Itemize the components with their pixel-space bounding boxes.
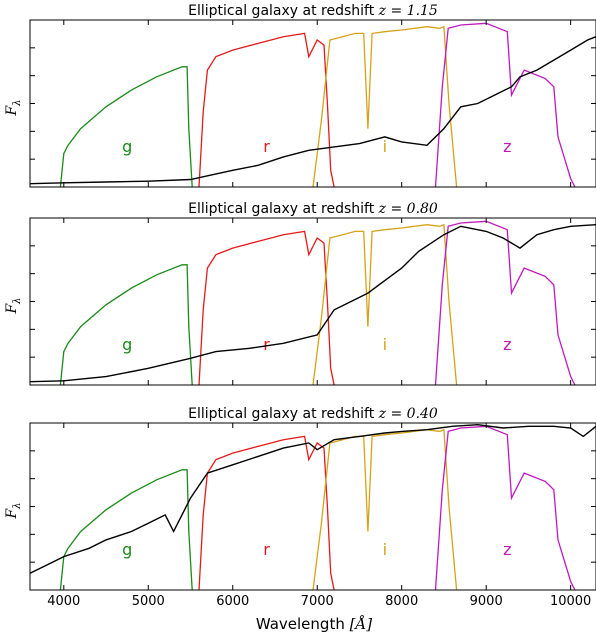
y-axis-label-main: F: [4, 508, 20, 520]
panel-title-redshift: z = 0.40: [378, 406, 438, 422]
panel-title-redshift: z = 0.80: [378, 201, 438, 217]
panel-1: Elliptical galaxy at redshift z = 1.15 Fλ…: [4, 3, 596, 188]
panel-title: Elliptical galaxy at redshift z = 1.15: [188, 3, 438, 19]
filter-label-i: i: [383, 137, 387, 156]
x-axis-label-text: Wavelength: [256, 615, 350, 633]
panel-2: Elliptical galaxy at redshift z = 0.80 Fλ…: [4, 201, 596, 386]
plot-frame: [29, 19, 596, 188]
filter-label-z: z: [503, 335, 511, 354]
filter-label-g: g: [122, 540, 132, 559]
filter-curve-i: [312, 428, 458, 591]
filter-label-i: i: [383, 335, 387, 354]
panel-3: Elliptical galaxy at redshift z = 0.40 Fλ…: [4, 406, 596, 609]
x-axis-label: Wavelength [Å]: [256, 615, 372, 633]
galaxy-spectrum: [29, 224, 596, 383]
panel-title-text: Elliptical galaxy at redshift: [188, 201, 379, 217]
y-axis-label: Fλ: [4, 502, 23, 519]
filter-curve-z: [434, 220, 576, 386]
plot-frame: [29, 422, 596, 591]
x-tick-label: 10000: [550, 594, 591, 609]
x-tick-label: 8000: [385, 594, 418, 609]
y-axis-label: Fλ: [4, 99, 23, 116]
y-axis-label-sub: λ: [12, 297, 23, 304]
filter-label-g: g: [122, 137, 132, 156]
filter-curve-z: [434, 425, 576, 591]
filter-label-z: z: [503, 540, 511, 559]
filter-curve-i: [312, 223, 458, 386]
y-axis-label-main: F: [4, 105, 20, 117]
x-tick-label: 6000: [216, 594, 249, 609]
panel-title: Elliptical galaxy at redshift z = 0.40: [188, 406, 438, 422]
filter-curve-r: [198, 435, 335, 591]
galaxy-spectrum: [29, 423, 596, 574]
filter-label-r: r: [263, 540, 270, 559]
panels: Elliptical galaxy at redshift z = 1.15 Fλ…: [4, 3, 596, 609]
filter-label-g: g: [122, 335, 132, 354]
panel-title: Elliptical galaxy at redshift z = 0.80: [188, 201, 438, 217]
y-axis-label-sub: λ: [12, 99, 23, 106]
filter-curve-g: [59, 66, 193, 188]
filter-curve-r: [198, 32, 335, 188]
filter-label-r: r: [263, 137, 270, 156]
x-tick-label: 4000: [47, 594, 80, 609]
filter-curve-r: [198, 230, 335, 386]
x-axis-label-unit: [Å]: [350, 615, 373, 633]
filter-curve-i: [312, 25, 458, 188]
filter-label-r: r: [263, 335, 270, 354]
panel-title-text: Elliptical galaxy at redshift: [188, 406, 379, 422]
y-axis-label-main: F: [4, 303, 20, 315]
filter-curve-g: [59, 469, 193, 591]
filter-label-z: z: [503, 137, 511, 156]
y-axis-label: Fλ: [4, 297, 23, 314]
filter-curve-g: [59, 264, 193, 386]
x-tick-label: 7000: [301, 594, 334, 609]
galaxy-spectrum: [29, 36, 596, 185]
filter-label-i: i: [383, 540, 387, 559]
x-tick-label: 9000: [470, 594, 503, 609]
panel-title-text: Elliptical galaxy at redshift: [188, 3, 379, 19]
panel-title-redshift: z = 1.15: [378, 3, 438, 19]
x-tick-label: 5000: [132, 594, 165, 609]
filter-curve-z: [434, 22, 576, 188]
y-axis-label-sub: λ: [12, 502, 23, 509]
